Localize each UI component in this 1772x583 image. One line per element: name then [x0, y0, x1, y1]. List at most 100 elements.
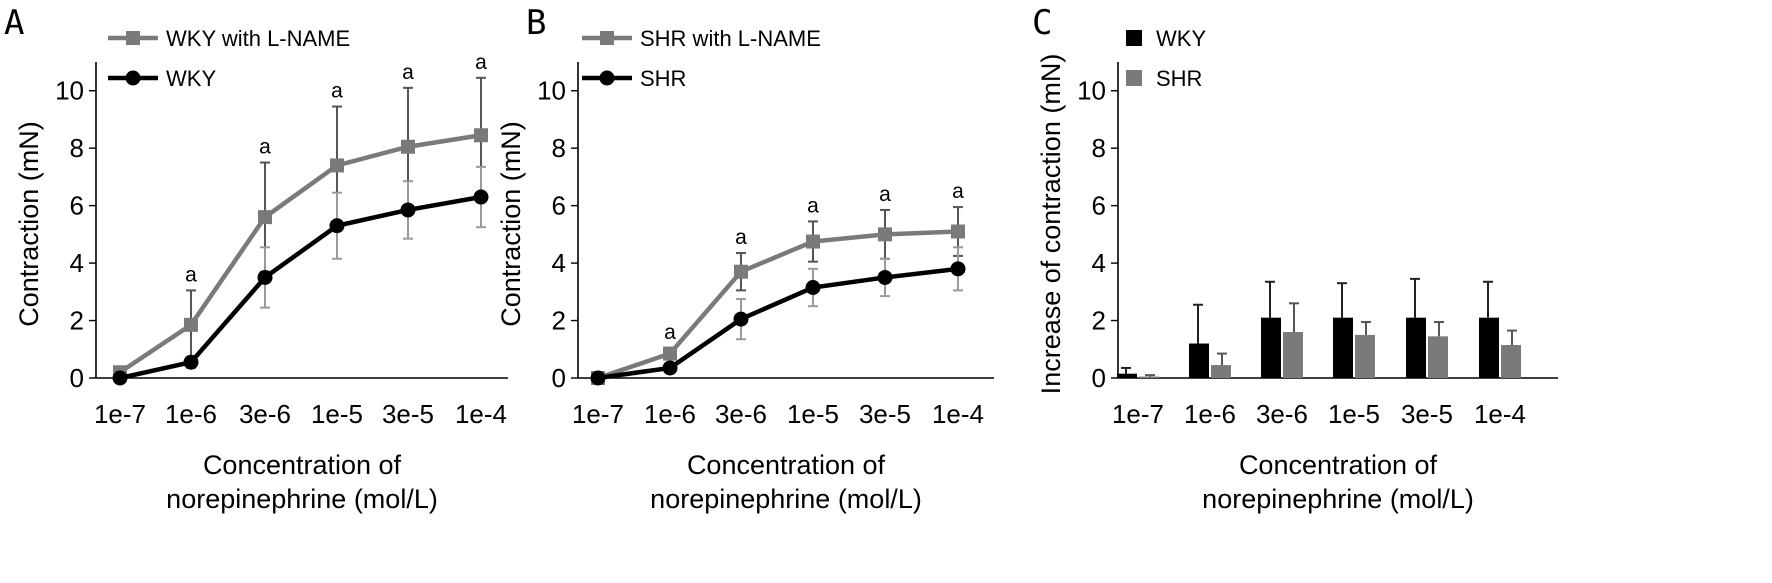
- significance-label: a: [402, 61, 414, 84]
- x-tick-label: 1e-4: [455, 399, 507, 429]
- legend-marker: [600, 31, 614, 45]
- x-tick-label: 1e-6: [1184, 399, 1236, 429]
- legend-swatch: [1126, 30, 1142, 46]
- panel-label: A: [4, 3, 24, 43]
- bar: [1117, 373, 1137, 378]
- data-point: [662, 360, 678, 376]
- data-point: [951, 224, 965, 239]
- data-point: [112, 370, 128, 386]
- significance-label: a: [735, 226, 747, 249]
- data-point: [184, 317, 198, 332]
- y-tick-label: 4: [70, 248, 84, 278]
- data-point: [400, 202, 416, 218]
- y-tick-label: 4: [552, 248, 566, 278]
- significance-label: a: [879, 183, 891, 206]
- x-tick-label: 1e-6: [644, 399, 696, 429]
- y-axis-title: Contraction (mN): [14, 121, 44, 327]
- data-point: [183, 354, 199, 370]
- significance-label: a: [185, 263, 197, 286]
- x-axis-title: Concentration of: [203, 450, 402, 480]
- series-line: [119, 194, 482, 381]
- y-axis-title: Increase of contraction (mN): [1036, 54, 1066, 395]
- y-tick-label: 6: [552, 191, 566, 221]
- y-axis-title: Contraction (mN): [496, 121, 526, 327]
- data-point: [950, 261, 966, 277]
- bar: [1211, 365, 1231, 378]
- bar: [1283, 332, 1303, 378]
- data-point: [878, 227, 892, 242]
- bar: [1189, 343, 1209, 378]
- panel-label: B: [526, 3, 546, 43]
- bar: [1501, 344, 1521, 378]
- x-tick-label: 1e-5: [787, 399, 839, 429]
- series-line: [597, 266, 959, 381]
- x-tick-label: 1e-4: [932, 399, 984, 429]
- data-point: [663, 346, 677, 361]
- y-tick-label: 8: [1092, 133, 1106, 163]
- significance-label: a: [664, 321, 676, 344]
- series-1: [1139, 302, 1521, 378]
- legend-label: SHR: [640, 66, 686, 91]
- series-0: [1117, 277, 1499, 378]
- panel-label: C: [1032, 3, 1052, 43]
- bar: [1261, 317, 1281, 378]
- series-line: [118, 133, 482, 375]
- y-tick-label: 10: [1077, 76, 1106, 106]
- legend-marker: [599, 70, 615, 86]
- legend-swatch: [1126, 70, 1142, 86]
- legend-label: WKY with L-NAME: [166, 26, 350, 51]
- legend-label: SHR: [1156, 66, 1202, 91]
- y-tick-label: 0: [1092, 363, 1106, 393]
- significance-label: a: [807, 194, 819, 217]
- data-point: [329, 218, 345, 234]
- data-point: [258, 210, 272, 225]
- data-point: [806, 234, 820, 249]
- series-line: [597, 229, 959, 381]
- x-tick-label: 3e-5: [859, 399, 911, 429]
- y-tick-label: 2: [552, 306, 566, 336]
- x-tick-label: 1e-7: [1112, 399, 1164, 429]
- x-tick-label: 3e-5: [1401, 399, 1453, 429]
- x-tick-label: 1e-5: [1328, 399, 1380, 429]
- significance-label: a: [331, 80, 343, 103]
- panel-A: A 0 2 4 6 8 10 1e-7 1e-6 3e-6 1e-5 3e-5 1e-4 Concentr…: [4, 3, 508, 514]
- y-tick-label: 10: [537, 76, 566, 106]
- x-axis-title: Concentration of: [687, 450, 886, 480]
- legend-marker: [125, 70, 141, 86]
- x-axis-title: norepinephrine (mol/L): [650, 484, 922, 514]
- x-tick-label: 3e-6: [1256, 399, 1308, 429]
- data-point: [877, 269, 893, 285]
- x-tick-label: 3e-5: [382, 399, 434, 429]
- bar: [1428, 336, 1448, 378]
- x-axis-title: norepinephrine (mol/L): [1202, 484, 1474, 514]
- y-tick-label: 6: [70, 191, 84, 221]
- y-tick-label: 2: [70, 306, 84, 336]
- series-0: a a a a a: [591, 180, 965, 385]
- data-point: [805, 280, 821, 296]
- panel-C: C 0 2 4 6 8 10 1e-7 1e-6 3e-6 1e-5 3e-5 1e-4 Concentr…: [1032, 3, 1558, 514]
- x-tick-label: 3e-6: [239, 399, 291, 429]
- series-0: a a a a a: [113, 51, 488, 380]
- x-tick-label: 1e-4: [1474, 399, 1526, 429]
- y-tick-label: 2: [1092, 306, 1106, 336]
- x-tick-label: 1e-5: [311, 399, 363, 429]
- y-tick-label: 4: [1092, 248, 1106, 278]
- series-1: [590, 246, 966, 386]
- data-point: [590, 370, 606, 386]
- data-point: [330, 158, 344, 173]
- x-axis-title: norepinephrine (mol/L): [166, 484, 438, 514]
- legend-label: WKY: [1156, 26, 1206, 51]
- series-1: [112, 165, 489, 386]
- legend-label: SHR with L-NAME: [640, 26, 821, 51]
- y-tick-label: 10: [55, 76, 84, 106]
- data-point: [734, 264, 748, 279]
- bar: [1333, 317, 1353, 378]
- data-point: [474, 128, 488, 143]
- data-point: [473, 189, 489, 205]
- data-point: [401, 139, 415, 154]
- significance-label: a: [475, 51, 487, 74]
- x-tick-label: 1e-7: [572, 399, 624, 429]
- y-tick-label: 6: [1092, 191, 1106, 221]
- bar: [1355, 334, 1375, 378]
